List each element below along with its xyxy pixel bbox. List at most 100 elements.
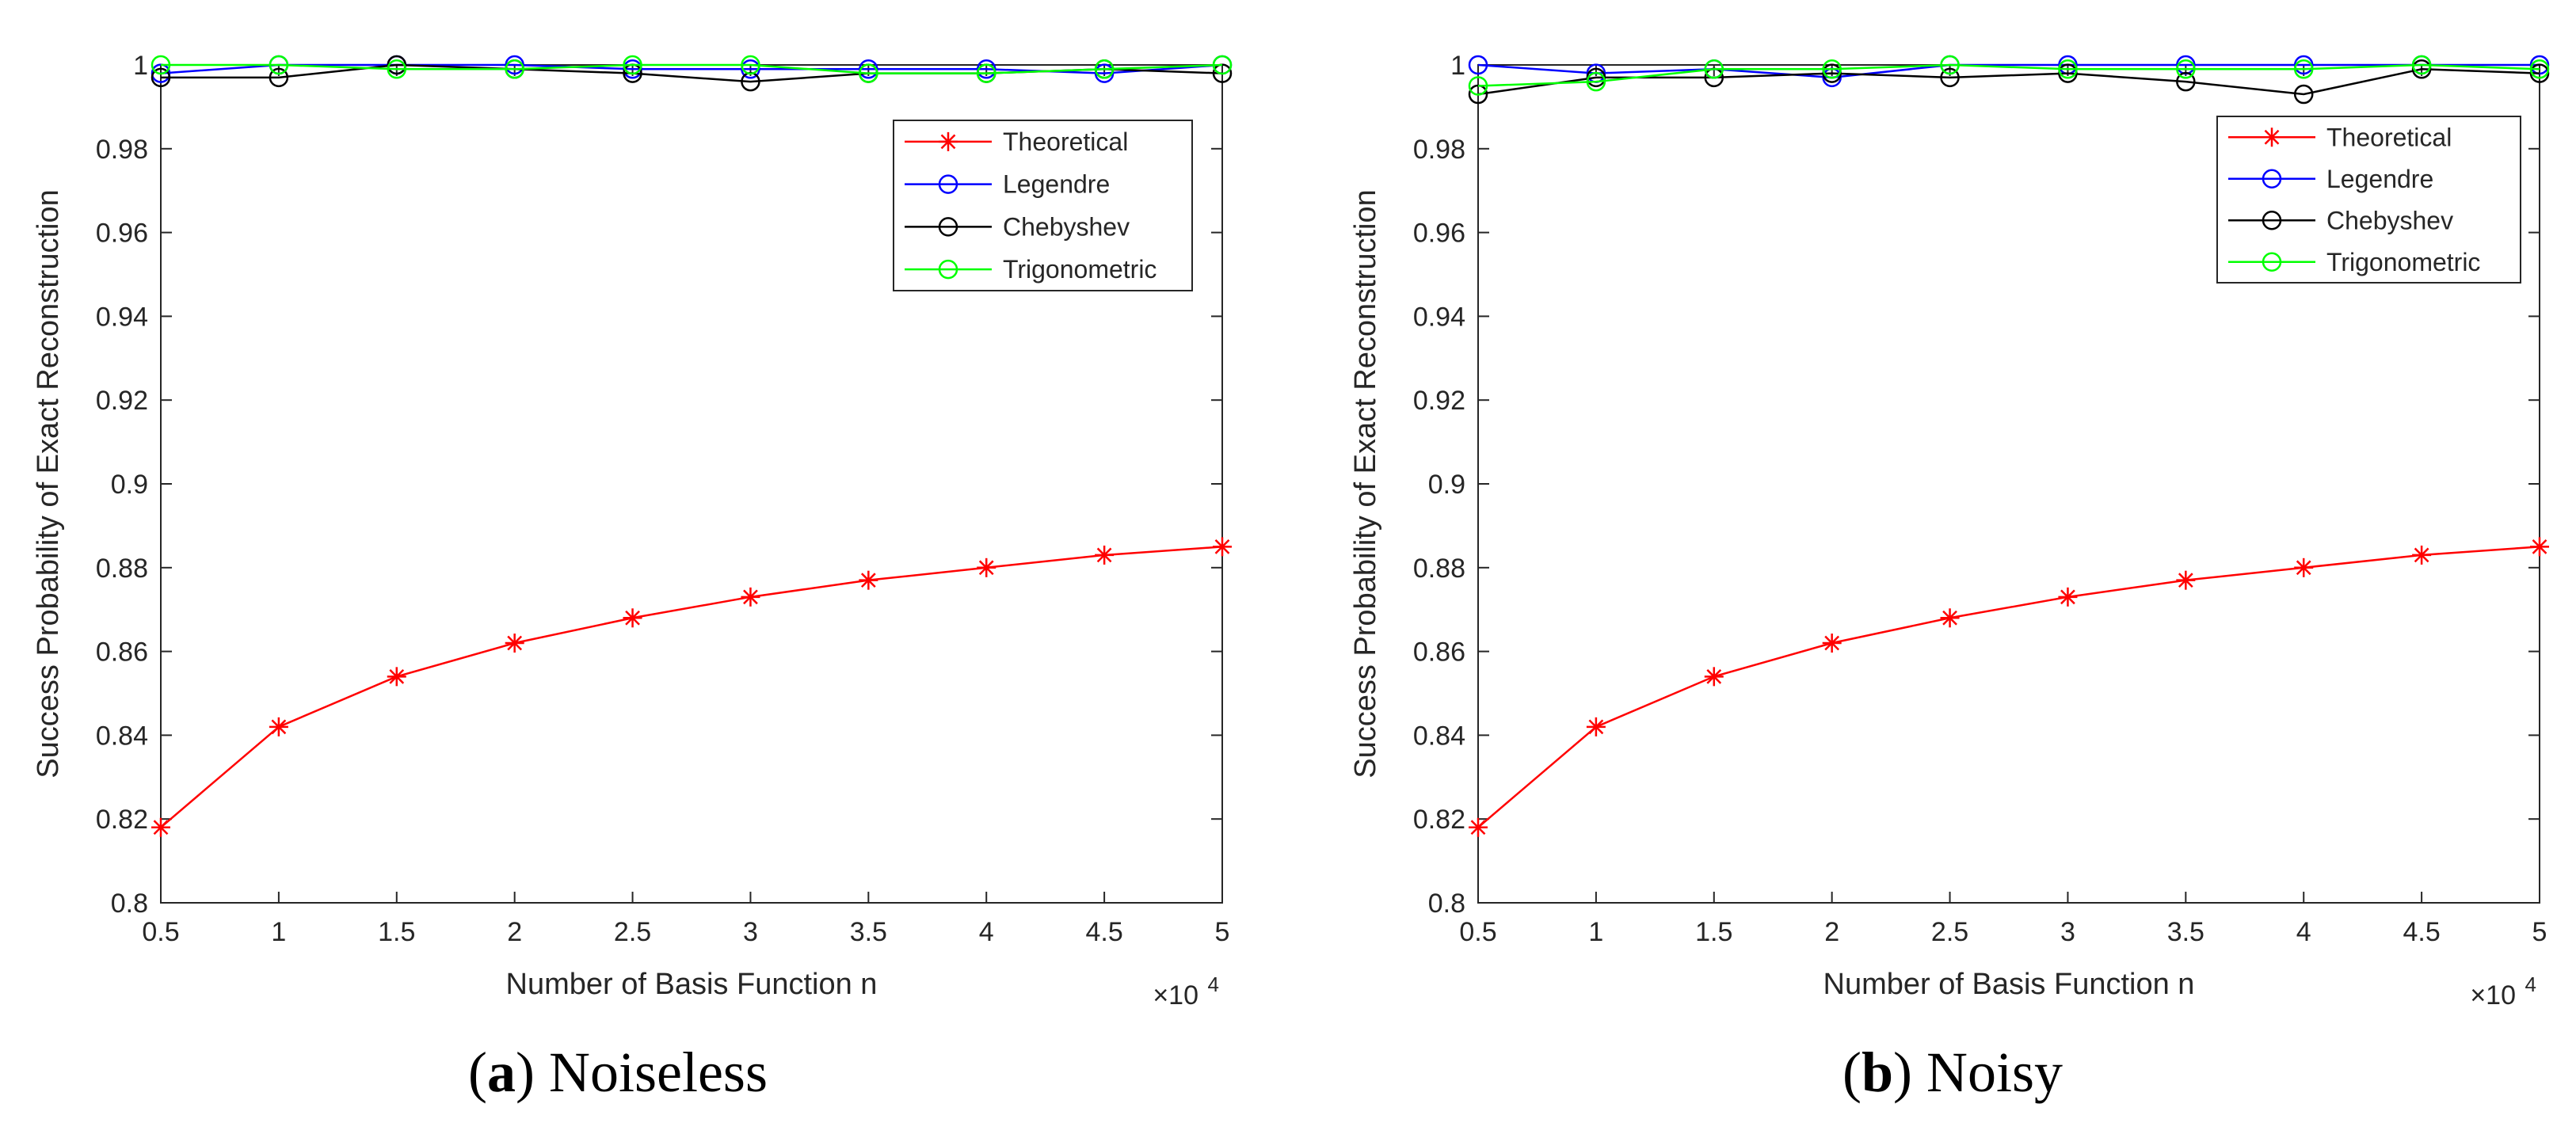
- data-point: [151, 817, 170, 837]
- x-exponent-power: 4: [2525, 972, 2536, 996]
- series-line: [1477, 546, 2540, 828]
- series-line: [1477, 63, 2540, 87]
- data-point: [623, 55, 642, 75]
- legend-box: [893, 120, 1193, 291]
- chart-noiseless: 0.5 1 1.5 2 2.5 3 3.5 4 4.5 5 0.8 0.82 0.84 0.86 0.88 0…: [32, 51, 1233, 1104]
- data-point: [2412, 545, 2432, 565]
- y-tick-label: 0.82: [96, 805, 148, 835]
- data-point: [387, 667, 406, 687]
- x-tick-label: 2.5: [1931, 917, 1968, 947]
- x-tick-label: 4.5: [2403, 917, 2440, 947]
- data-point: [2293, 59, 2314, 79]
- data-point: [1212, 55, 1233, 75]
- data-point: [2176, 71, 2196, 92]
- data-point: [2262, 211, 2282, 230]
- y-tick-label: 0.94: [1413, 302, 1465, 332]
- data-point: [2529, 59, 2550, 79]
- y-tick-label: 1: [133, 51, 148, 81]
- data-point: [741, 587, 760, 607]
- data-point: [1586, 717, 1606, 736]
- series-trigonometric: [1468, 55, 2550, 96]
- y-tick-label: 0.9: [111, 470, 148, 500]
- legend-entry: Theoretical: [905, 128, 1128, 156]
- y-tick-label: 0.86: [96, 638, 148, 668]
- data-point: [2176, 59, 2196, 79]
- series-line: [161, 63, 1223, 74]
- data-point: [938, 217, 958, 237]
- data-point: [2294, 558, 2314, 577]
- x-tick-label: 1: [271, 917, 286, 947]
- y-tick-label: 0.82: [1413, 805, 1465, 835]
- data-point: [1940, 67, 1960, 88]
- data-point: [1094, 59, 1115, 79]
- data-point: [1704, 667, 1724, 687]
- x-tick-label: 5: [2532, 917, 2547, 947]
- y-tick-label: 0.92: [1413, 386, 1465, 416]
- data-point: [269, 67, 289, 88]
- legend-label: Legendre: [2326, 165, 2433, 193]
- legend: Theoretical Legendre Chebyshev Trigonometri…: [893, 120, 1193, 291]
- data-point: [1940, 55, 1960, 75]
- series-legendre: [1468, 55, 2550, 88]
- x-tick-label: 0.5: [1459, 917, 1496, 947]
- x-tick-label: 1.5: [378, 917, 415, 947]
- data-point: [976, 63, 996, 83]
- data-point: [1213, 537, 1232, 557]
- y-tick-label: 0.96: [1413, 219, 1465, 249]
- y-axis-label: Success Probability of Exact Reconstruct…: [32, 189, 65, 778]
- series-trigonometric: [151, 55, 1233, 83]
- y-tick-label: 0.84: [96, 721, 148, 751]
- y-tick-label: 0.84: [1413, 721, 1465, 751]
- legend-entry: Legendre: [2228, 165, 2433, 193]
- data-point: [2411, 55, 2432, 75]
- data-point: [859, 570, 878, 590]
- data-point: [151, 55, 171, 75]
- data-point: [2262, 128, 2281, 147]
- data-point: [2058, 59, 2078, 79]
- legend-label: Theoretical: [2326, 123, 2452, 151]
- legend-label: Chebyshev: [2326, 206, 2453, 234]
- data-point: [859, 63, 878, 83]
- y-tick-label: 1: [1450, 51, 1465, 81]
- y-tick-label: 0.92: [96, 386, 148, 416]
- x-tick-label: 2.5: [614, 917, 651, 947]
- legend-label: Chebyshev: [1003, 212, 1130, 241]
- y-tick-label: 0.8: [111, 889, 148, 919]
- legend-label: Trigonometric: [2326, 248, 2480, 276]
- y-axis-label: Success Probability of Exact Reconstruct…: [1349, 189, 1382, 778]
- y-tick-label: 0.98: [96, 135, 148, 165]
- legend-label: Legendre: [1003, 170, 1110, 199]
- x-tick-label: 2: [507, 917, 522, 947]
- data-point: [1468, 76, 1488, 96]
- y-tick-label: 0.8: [1428, 889, 1465, 919]
- y-tick-label: 0.96: [96, 219, 148, 249]
- data-point: [1468, 55, 1488, 75]
- data-point: [2293, 84, 2314, 105]
- data-point: [2176, 570, 2196, 590]
- data-point: [1586, 71, 1606, 92]
- data-point: [938, 259, 958, 280]
- data-point: [269, 55, 289, 75]
- series-line: [160, 546, 1223, 828]
- y-tick-label: 0.86: [1413, 638, 1465, 668]
- x-tick-label: 1.5: [1695, 917, 1732, 947]
- legend-entry: Trigonometric: [2228, 248, 2480, 276]
- data-point: [1822, 634, 1842, 653]
- x-tick-label: 2: [1824, 917, 1839, 947]
- x-tick-label: 3.5: [2167, 917, 2204, 947]
- x-exponent-power: 4: [1208, 972, 1219, 996]
- y-tick-label: 0.88: [96, 554, 148, 584]
- legend-entry: Chebyshev: [905, 212, 1130, 241]
- series-theoretical: [1469, 537, 2549, 837]
- data-point: [939, 131, 958, 151]
- data-point: [938, 174, 958, 194]
- series-theoretical: [151, 537, 1232, 837]
- data-point: [1469, 817, 1488, 837]
- chart-noisy: 0.5 1 1.5 2 2.5 3 3.5 4 4.5 5 0.8 0.82 0.84 0.86 0.88 0…: [1349, 51, 2550, 1104]
- series-line: [1477, 68, 2540, 96]
- y-tick-label: 0.94: [96, 302, 148, 332]
- data-point: [1212, 63, 1233, 83]
- y-tick-label: 0.88: [1413, 554, 1465, 584]
- data-point: [151, 67, 171, 88]
